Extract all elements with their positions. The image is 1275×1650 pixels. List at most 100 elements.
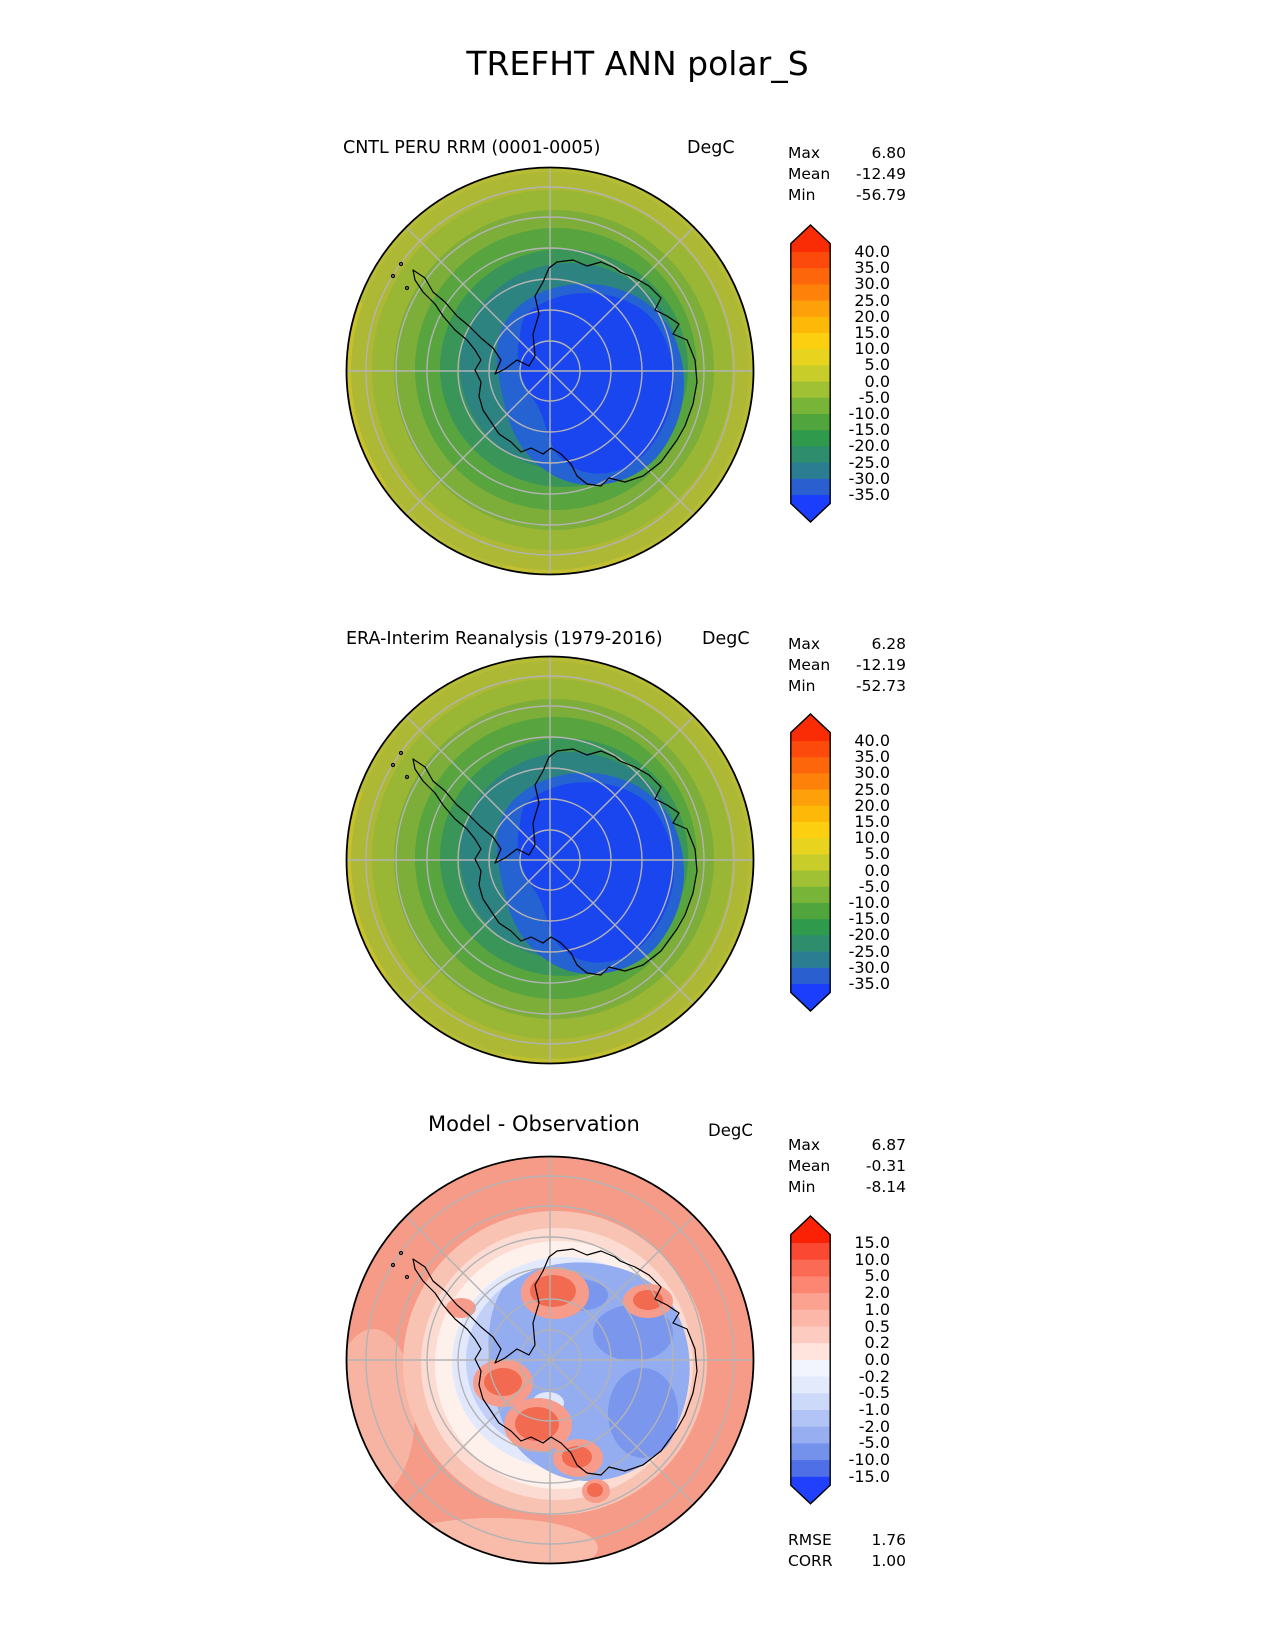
panel2-stats: Max 6.28 Mean -12.19 Min -52.73 <box>788 634 906 696</box>
panel1-colorbar-labels: 40.0 35.0 30.0 25.0 20.0 15.0 10.0 5.0 0.0 -5.0 -1… <box>834 224 890 524</box>
stat-value: 1.00 <box>871 1551 906 1570</box>
colorbar-segment <box>790 822 831 839</box>
colorbar-segment <box>790 414 831 431</box>
colorbar-tick-label: 20.0 <box>854 795 890 815</box>
colorbar-segment <box>790 886 831 904</box>
colorbar-tick-label: -2.0 <box>858 1416 890 1436</box>
colorbar-tick-label: -20.0 <box>848 436 890 456</box>
colorbar-segment <box>790 919 831 936</box>
colorbar-segment <box>790 1259 831 1277</box>
stat-label: CORR <box>788 1551 833 1570</box>
stat-value: 1.76 <box>871 1531 906 1549</box>
colorbar-segment <box>790 397 831 415</box>
stat-label: Min <box>788 676 816 695</box>
colorbar-segment <box>790 349 831 366</box>
colorbar-segment <box>790 430 831 447</box>
stat-value: -0.31 <box>865 1156 906 1175</box>
stat-label: RMSE <box>788 1531 832 1549</box>
colorbar-segment <box>790 805 831 823</box>
colorbar-tick-label: -10.0 <box>848 1450 890 1470</box>
colorbar-tick-label: -25.0 <box>848 941 890 961</box>
colorbar-tick-label: -5.0 <box>858 1433 890 1453</box>
colorbar-segment <box>790 462 831 480</box>
colorbar-segment <box>790 284 831 302</box>
colorbar-segment <box>790 935 831 953</box>
colorbar-tick-label: 10.0 <box>854 339 890 359</box>
stat-label: Min <box>788 1177 816 1196</box>
stat-row: Min -8.14 <box>788 1177 906 1198</box>
colorbar-segment <box>790 1376 831 1394</box>
stat-row: Max 6.80 <box>788 143 906 164</box>
stat-row: Min -56.79 <box>788 185 906 206</box>
colorbar-segment <box>790 1343 831 1361</box>
colorbar-tick-label: 15.0 <box>854 1233 890 1252</box>
colorbar-segment <box>790 854 831 872</box>
colorbar-segment <box>790 789 831 807</box>
colorbar-tick-label: 0.5 <box>864 1316 890 1336</box>
panel3-polar-map <box>343 1153 757 1567</box>
panel3-skill-stats: RMSE 1.76 CORR 1.00 <box>788 1530 906 1572</box>
stat-label: Mean <box>788 164 831 183</box>
colorbar-segment <box>790 381 831 399</box>
stat-label: Max <box>788 144 821 162</box>
stat-label: Mean <box>788 1156 831 1175</box>
colorbar-segment <box>790 870 831 888</box>
colorbar-tick-label: -15.0 <box>848 420 890 440</box>
stat-row: Mean -12.19 <box>788 655 906 676</box>
colorbar-tick-label: 25.0 <box>854 290 890 310</box>
panel1-stats: Max 6.80 Mean -12.49 Min -56.79 <box>788 143 906 205</box>
colorbar-tick-label: 0.0 <box>864 1349 890 1369</box>
stat-label: Max <box>788 635 821 653</box>
colorbar-segment <box>790 838 831 855</box>
colorbar-segment <box>790 333 831 350</box>
colorbar-segment <box>790 365 831 383</box>
colorbar-tick-label: 0.0 <box>864 860 890 880</box>
colorbar-tick-label: 15.0 <box>854 323 890 342</box>
stat-value: -8.14 <box>865 1177 906 1196</box>
colorbar-segment <box>790 967 831 985</box>
stat-value: 6.80 <box>871 144 906 162</box>
colorbar-tick-label: 0.0 <box>864 371 890 391</box>
colorbar-segment <box>790 1326 831 1344</box>
colorbar-tick-label: -15.0 <box>848 1466 890 1486</box>
colorbar-tick-label: 25.0 <box>854 779 890 799</box>
colorbar-tick-label: -35.0 <box>848 485 890 504</box>
colorbar-absolute-svg <box>790 713 831 1012</box>
colorbar-segment <box>790 1443 831 1461</box>
panel3-colorbar-labels: 15.0 10.0 5.0 2.0 1.0 0.5 0.2 0.0 -0.2 -0.5 -1.0 -2… <box>834 1215 890 1507</box>
stat-value: -56.79 <box>856 185 906 204</box>
stat-row: Mean -0.31 <box>788 1156 906 1177</box>
panel3-stats: Max 6.87 Mean -0.31 Min -8.14 <box>788 1135 906 1197</box>
panel3-colorbar <box>790 1215 834 1511</box>
colorbar-segment <box>790 1243 831 1261</box>
colorbar-tick-label: 2.0 <box>864 1283 890 1303</box>
colorbar-tick-label: 0.2 <box>864 1333 890 1353</box>
colorbar-segment <box>790 316 831 334</box>
colorbar-tick-label: -5.0 <box>858 876 890 896</box>
colorbar-segment <box>790 495 831 522</box>
colorbar-tick-label: -0.2 <box>858 1366 890 1386</box>
stat-row: Min -52.73 <box>788 676 906 697</box>
colorbar-segment <box>790 446 831 464</box>
panel1-title: CNTL PERU RRM (0001-0005) <box>343 138 601 158</box>
stat-value: -12.19 <box>856 655 906 674</box>
colorbar-tick-label: 40.0 <box>854 731 890 750</box>
stat-value: 6.87 <box>871 1136 906 1154</box>
colorbar-tick-label: 35.0 <box>854 747 890 767</box>
colorbar-difference-svg <box>790 1215 831 1505</box>
colorbar-tick-label: 30.0 <box>854 274 890 294</box>
panel2-polar-map <box>343 653 757 1067</box>
colorbar-tick-label: 5.0 <box>864 844 890 864</box>
panel2-colorbar <box>790 713 834 1018</box>
colorbar-tick-label: 10.0 <box>854 1249 890 1269</box>
stat-value: 6.28 <box>871 635 906 653</box>
stat-value: -52.73 <box>856 676 906 695</box>
panel2-colorbar-labels: 40.0 35.0 30.0 25.0 20.0 15.0 10.0 5.0 0.0 -5.0 -1… <box>834 713 890 1013</box>
panel1-units-label: DegC <box>687 138 735 158</box>
colorbar-segment <box>790 252 831 269</box>
stat-row: Max 6.28 <box>788 634 906 655</box>
colorbar-tick-label: 1.0 <box>864 1299 890 1319</box>
colorbar-tick-label: -10.0 <box>848 893 890 912</box>
colorbar-segment <box>790 1393 831 1411</box>
